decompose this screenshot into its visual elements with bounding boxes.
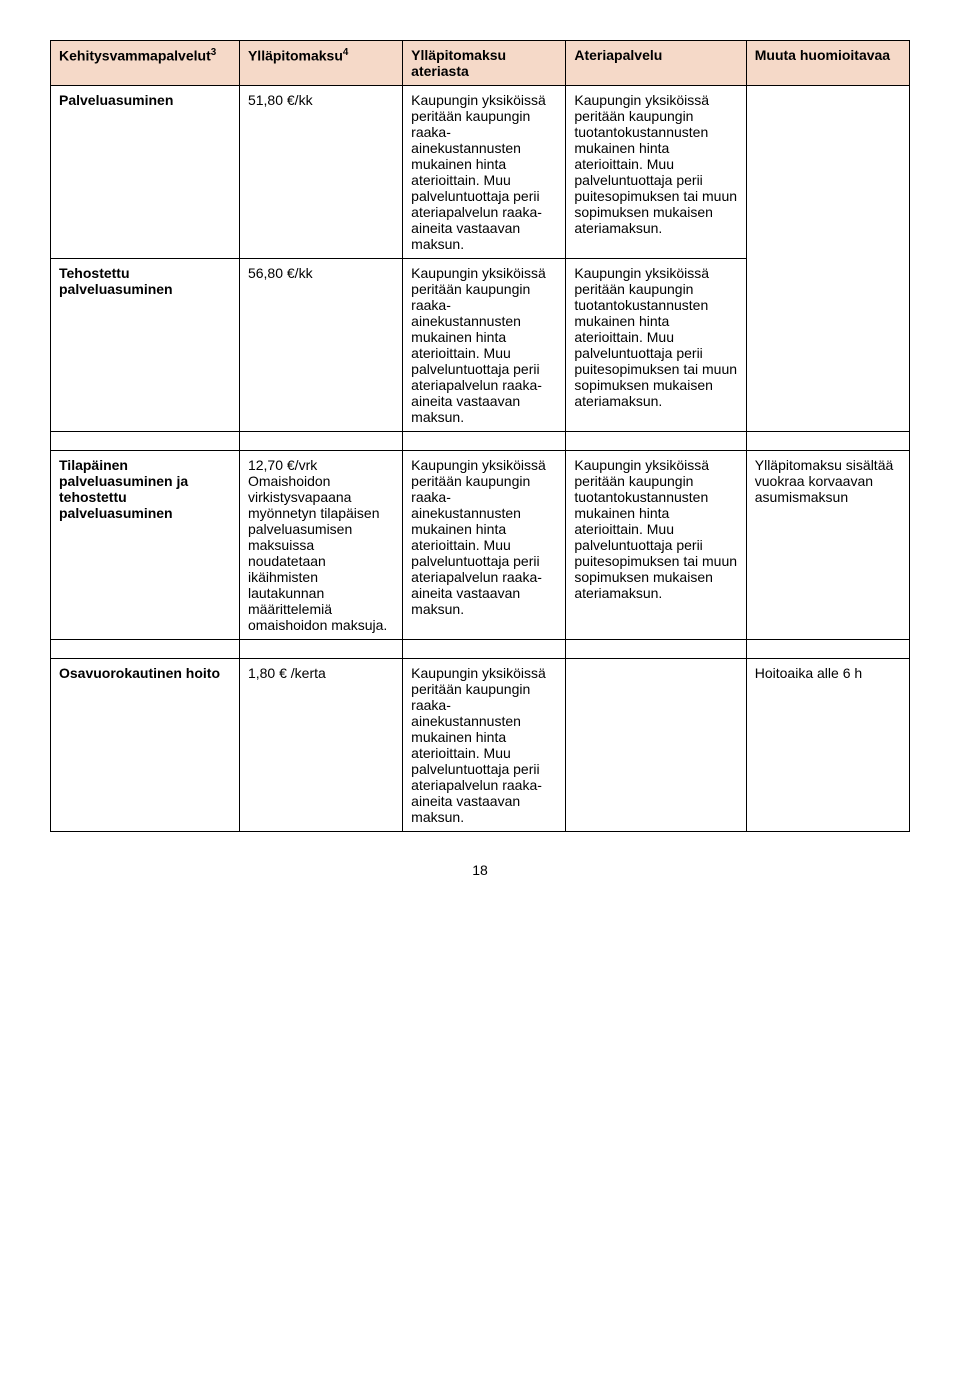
- header-col2: Ylläpitomaksu ateriasta: [403, 41, 566, 86]
- cell-notes: [746, 86, 909, 432]
- cell-service: Tehostettu palveluasuminen: [51, 259, 240, 432]
- table-row: Palveluasuminen 51,80 €/kk Kaupungin yks…: [51, 86, 910, 259]
- cell-service: Osavuorokautinen hoito: [51, 659, 240, 832]
- cell-service: Palveluasuminen: [51, 86, 240, 259]
- cell-notes: Ylläpitomaksu sisältää vuokraa korvaavan…: [746, 451, 909, 640]
- header-col1-sup: 4: [343, 47, 348, 58]
- table-row: Tilapäinen palveluasuminen ja tehostettu…: [51, 451, 910, 640]
- cell-meal-fee: Kaupungin yksiköissä peritään kaupungin …: [403, 451, 566, 640]
- cell-fee: 12,70 €/vrk Omaishoidon virkistysvapaana…: [239, 451, 402, 640]
- cell-service: Tilapäinen palveluasuminen ja tehostettu…: [51, 451, 240, 640]
- header-col0-text: Kehitysvammapalvelut: [59, 48, 211, 64]
- cell-meal-service: [566, 659, 746, 832]
- cell-notes: Hoitoaika alle 6 h: [746, 659, 909, 832]
- cell-meal-fee: Kaupungin yksiköissä peritään kaupungin …: [403, 86, 566, 259]
- spacer-row: [51, 640, 910, 659]
- header-col4: Muuta huomioitavaa: [746, 41, 909, 86]
- header-col3: Ateriapalvelu: [566, 41, 746, 86]
- spacer-row: [51, 432, 910, 451]
- header-col1-text: Ylläpitomaksu: [248, 48, 343, 64]
- cell-meal-service: Kaupungin yksiköissä peritään kaupungin …: [566, 86, 746, 259]
- table-row: Osavuorokautinen hoito 1,80 € /kerta Kau…: [51, 659, 910, 832]
- cell-fee: 1,80 € /kerta: [239, 659, 402, 832]
- cell-fee: 51,80 €/kk: [239, 86, 402, 259]
- header-col0-sup: 3: [211, 47, 216, 58]
- header-col1: Ylläpitomaksu4: [239, 41, 402, 86]
- header-col0: Kehitysvammapalvelut3: [51, 41, 240, 86]
- cell-meal-service: Kaupungin yksiköissä peritään kaupungin …: [566, 259, 746, 432]
- cell-meal-fee: Kaupungin yksiköissä peritään kaupungin …: [403, 259, 566, 432]
- services-table: Kehitysvammapalvelut3 Ylläpitomaksu4 Yll…: [50, 40, 910, 832]
- cell-meal-service: Kaupungin yksiköissä peritään kaupungin …: [566, 451, 746, 640]
- cell-fee: 56,80 €/kk: [239, 259, 402, 432]
- table-header-row: Kehitysvammapalvelut3 Ylläpitomaksu4 Yll…: [51, 41, 910, 86]
- cell-meal-fee: Kaupungin yksiköissä peritään kaupungin …: [403, 659, 566, 832]
- page-number: 18: [50, 862, 910, 878]
